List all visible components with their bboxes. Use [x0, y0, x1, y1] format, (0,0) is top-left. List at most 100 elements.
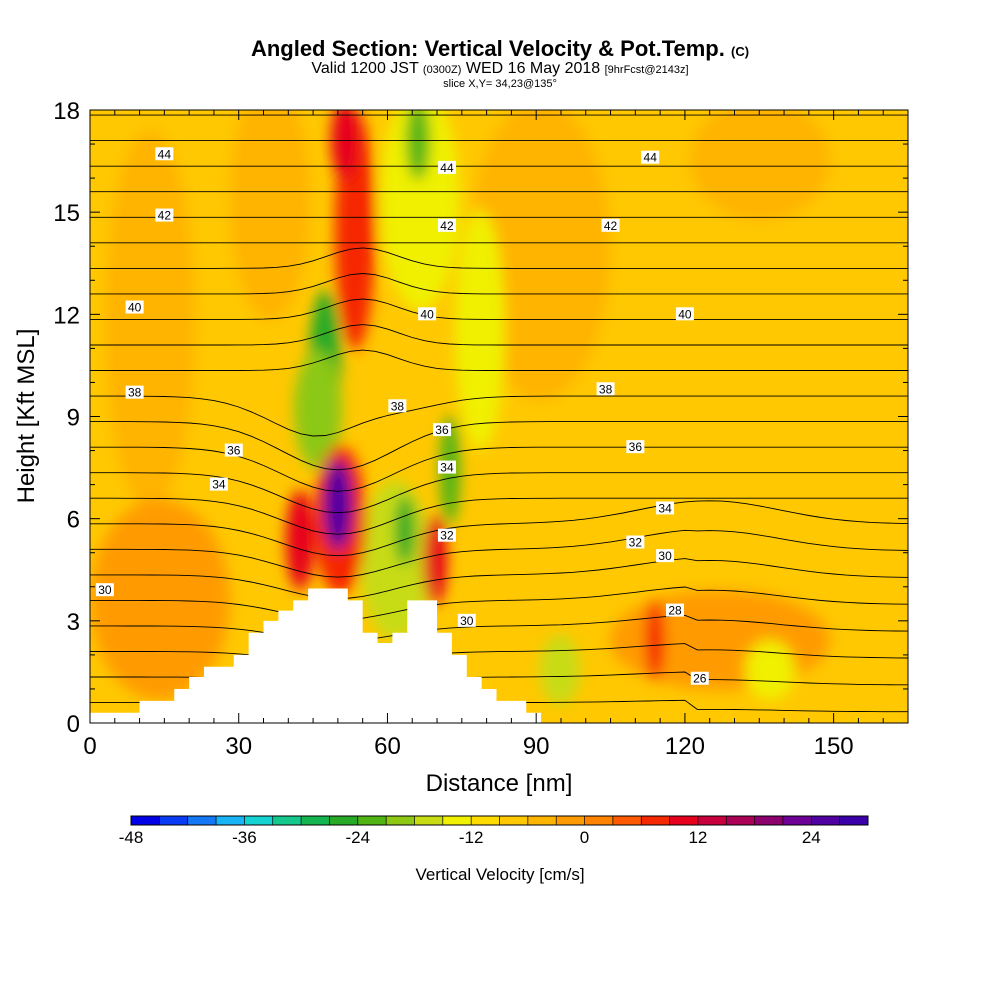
vertical-velocity-field [90, 110, 908, 723]
contour-label: 30 [95, 583, 114, 597]
contour-label: 32 [437, 528, 456, 543]
terrain-profile [90, 588, 908, 723]
colorbar-swatch [357, 816, 387, 825]
contour-label-text: 28 [668, 604, 682, 618]
colorbar-title: Vertical Velocity [cm/s] [415, 865, 584, 884]
contour-label-text: 32 [629, 536, 643, 550]
field-updraft-red-low [286, 490, 314, 590]
contour-label-bg [626, 440, 645, 454]
contour-label-bg [125, 300, 144, 314]
contour-label-bg [690, 671, 709, 685]
field-red-low-east [645, 600, 665, 680]
contour-label: 32 [626, 535, 645, 550]
contour-label-text: 26 [693, 672, 707, 686]
contour-label-bg [432, 423, 451, 437]
field-warm-region-east [690, 110, 830, 220]
chart-title: Angled Section: Vertical Velocity & Pot.… [0, 36, 1000, 62]
theta-contour-line [90, 558, 908, 600]
colorbar-swatch [612, 816, 642, 825]
chart-subtitle: Valid 1200 JST (0300Z) WED 16 May 2018 [… [0, 60, 1000, 78]
y-tick-label: 9 [67, 405, 80, 432]
theta-contour-line [90, 395, 908, 437]
colorbar-tick-label: -24 [345, 828, 370, 847]
contour-label: 42 [601, 218, 620, 233]
contour-label-text: 34 [212, 478, 226, 492]
contour-label-bg [626, 535, 645, 549]
forecast-info: [9hrFcst@2143z] [604, 64, 689, 76]
contour-label-text: 42 [158, 209, 172, 223]
x-tick-label: 60 [374, 733, 401, 760]
contour-label-text: 40 [678, 307, 692, 321]
colorbar-tick-label: -36 [232, 828, 257, 847]
colorbar-swatch [754, 816, 784, 825]
contour-label-bg [601, 218, 620, 232]
contour-label-bg [656, 501, 675, 515]
x-tick-label: 90 [523, 733, 550, 760]
contour-label: 40 [675, 307, 694, 321]
contour-label-bg [418, 307, 437, 321]
y-tick-label: 0 [67, 711, 80, 738]
colorbar-swatch [414, 816, 444, 825]
contour-label-text: 42 [604, 219, 618, 233]
contour-label-text: 30 [460, 614, 474, 628]
contour-label-text: 32 [440, 529, 454, 543]
colorbar-swatch [669, 816, 699, 825]
contour-label-bg [224, 443, 243, 457]
contour-label-text: 40 [420, 307, 434, 321]
field-downdraft-yellowgreen [294, 350, 342, 470]
colorbar-tick-label: 24 [802, 828, 821, 847]
contour-label: 42 [155, 208, 174, 223]
contour-label: 34 [209, 477, 228, 492]
colorbar-swatch [527, 816, 557, 825]
valid-prefix: Valid 1200 JST [311, 60, 419, 77]
colorbar-swatch [471, 816, 500, 825]
contour-label: 34 [437, 460, 456, 475]
theta-contour-line [90, 247, 908, 269]
chart-title-suffix: (C) [731, 44, 750, 59]
contour-label-bg [125, 385, 144, 399]
field-yellow-east [455, 210, 505, 450]
field-warm-plume-left [105, 130, 195, 510]
contour-label-bg [437, 218, 456, 232]
contour-label-bg [457, 613, 476, 627]
colorbar-swatch [272, 816, 302, 825]
contour-label-bg [437, 160, 456, 174]
contour-label: 38 [125, 385, 144, 400]
contour-label-bg [437, 460, 456, 474]
theta-contour-line [90, 298, 908, 320]
contour-label: 30 [656, 549, 675, 563]
valid-utc: (0300Z) [422, 64, 462, 76]
colorbar-swatch [301, 816, 330, 825]
field-yellow-low-far [745, 640, 795, 700]
theta-contour-line [90, 349, 908, 371]
field-updraft-core-purple [324, 460, 352, 550]
colorbar-swatch [641, 816, 671, 825]
y-axis-title: Height [Kft MSL] [13, 329, 40, 504]
colorbar-tick-label: 12 [688, 828, 707, 847]
theta-contour-line [90, 497, 908, 535]
chart-title-text: Angled Section: Vertical Velocity & Pot.… [250, 36, 725, 61]
colorbar-swatch [556, 816, 586, 825]
contour-label-bg [596, 382, 615, 396]
colorbar-swatch [442, 816, 472, 825]
contour-label: 36 [432, 423, 451, 437]
contour-label-text: 30 [658, 549, 672, 563]
contour-label-bg [675, 307, 694, 321]
field-lowlevel-warm-east [610, 590, 830, 690]
colorbar-swatch [811, 816, 841, 825]
contour-label-bg [155, 208, 174, 222]
field-warm-plume-mid [230, 110, 310, 320]
contour-label: 44 [155, 147, 174, 161]
colorbar-ticks: -48 -36 -24 -12 0 12 24 [119, 828, 821, 847]
contour-label: 44 [641, 150, 660, 165]
colorbar-swatch [782, 816, 812, 825]
contour-label-bg [155, 147, 174, 161]
contour-label-text: 38 [599, 382, 613, 396]
colorbar-swatch [726, 816, 756, 825]
contour-label-text: 42 [440, 219, 454, 233]
colorbar-swatch [159, 816, 189, 825]
contour-label: 36 [224, 443, 243, 458]
x-axis: 0 30 60 90 120 150 [83, 110, 909, 760]
